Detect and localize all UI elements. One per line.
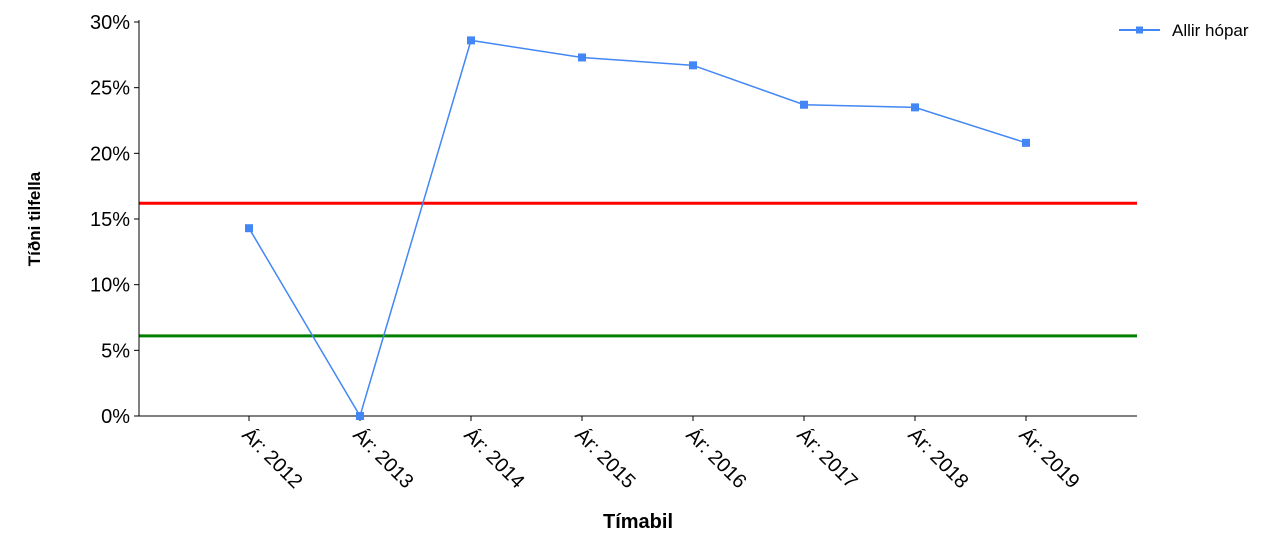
- x-axis-ticks: Ár: 2012 Ár: 2013 Ár: 2014 Ár: 2015 Ár: 2016…: [237, 416, 1084, 493]
- y-tick-label: 0%: [101, 406, 130, 428]
- legend: Allir hópar: [1119, 21, 1249, 40]
- x-tick-label: Ár: 2016: [681, 423, 751, 493]
- x-tick-label: Ár: 2015: [570, 423, 640, 493]
- reference-lines: [139, 201, 1137, 338]
- y-tick-label: 25%: [90, 78, 130, 100]
- data-point: [1022, 138, 1030, 147]
- x-tick-label: Ár: 2013: [348, 423, 418, 493]
- data-point: [467, 36, 475, 45]
- data-point: [578, 53, 586, 62]
- axes: [138, 20, 1137, 417]
- y-tick-label: 15%: [90, 209, 130, 231]
- series-layer: [245, 36, 1030, 420]
- legend-label: Allir hópar: [1172, 21, 1249, 40]
- x-tick-label: Ár: 2017: [792, 423, 862, 493]
- x-tick-label: Ár: 2012: [237, 423, 307, 493]
- y-tick-label: 20%: [90, 143, 130, 165]
- data-point: [689, 61, 697, 70]
- y-tick-label: 30%: [90, 12, 130, 34]
- legend-marker: [1136, 26, 1143, 34]
- data-point: [911, 103, 919, 112]
- x-tick-label: Ár: 2014: [459, 423, 529, 493]
- y-axis-title: Tíðni tilfella: [25, 171, 44, 266]
- series-line: [248, 39, 1027, 418]
- x-tick-label: Ár: 2018: [903, 423, 973, 493]
- x-tick-label: Ár: 2019: [1014, 423, 1084, 493]
- y-tick-label: 5%: [101, 340, 130, 362]
- y-tick-label: 10%: [90, 275, 130, 297]
- data-point: [800, 100, 808, 109]
- y-axis-ticks: 0% 5% 10% 15% 20% 25% 30%: [90, 12, 139, 428]
- x-axis-title: Tímabil: [603, 511, 673, 533]
- data-point: [245, 224, 253, 233]
- data-point: [356, 412, 364, 420]
